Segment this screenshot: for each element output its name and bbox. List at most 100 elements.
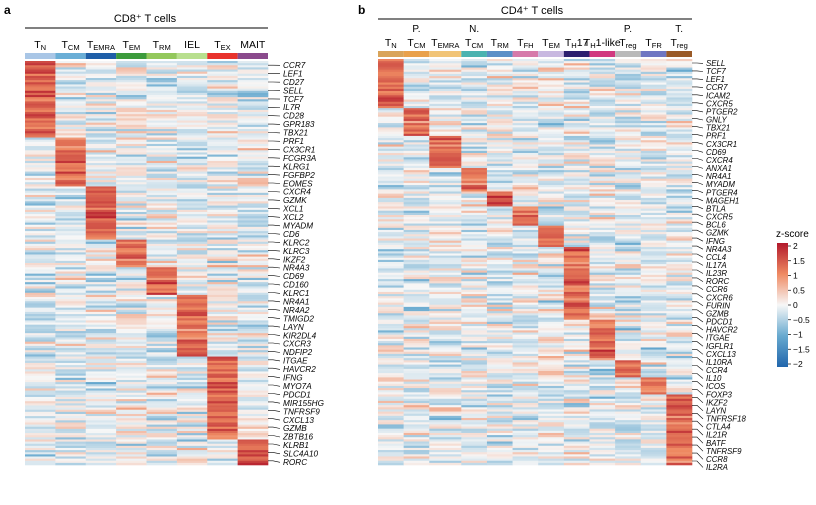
- heatmap-cell: [429, 290, 461, 292]
- heatmap-cell: [55, 357, 86, 359]
- heatmap-cell: [461, 198, 487, 200]
- heatmap-cell: [538, 337, 564, 339]
- heatmap-cell: [666, 373, 692, 375]
- heatmap-cell: [666, 93, 692, 95]
- heatmap-cell: [25, 257, 56, 259]
- heatmap-cell: [116, 333, 147, 335]
- heatmap-cell: [177, 344, 208, 346]
- heatmap-cell: [513, 459, 539, 461]
- heatmap-cell: [207, 369, 238, 371]
- heatmap-cell: [666, 185, 692, 187]
- heatmap-cell: [487, 155, 513, 157]
- heatmap-cell: [461, 241, 487, 243]
- heatmap-cell: [207, 308, 238, 310]
- heatmap-cell: [513, 100, 539, 102]
- heatmap-cell: [615, 444, 641, 446]
- heatmap-cell: [461, 330, 487, 332]
- heatmap-cell: [487, 279, 513, 281]
- heatmap-cell: [55, 165, 86, 167]
- heatmap-cell: [55, 157, 86, 159]
- heatmap-cell: [404, 134, 430, 136]
- heatmap-cell: [147, 208, 178, 210]
- heatmap-cell: [207, 395, 238, 397]
- heatmap-cell: [429, 337, 461, 339]
- heatmap-cell: [564, 330, 590, 332]
- heatmap-cell: [207, 112, 238, 114]
- heatmap-cell: [55, 80, 86, 82]
- heatmap-cell: [404, 347, 430, 349]
- heatmap-cell: [513, 390, 539, 392]
- heatmap-cell: [116, 382, 147, 384]
- heatmap-cell: [86, 342, 117, 344]
- heatmap-cell: [564, 134, 590, 136]
- heatmap-cell: [404, 311, 430, 313]
- heatmap-cell: [238, 148, 269, 150]
- heatmap-cell: [86, 155, 117, 157]
- heatmap-cell: [147, 427, 178, 429]
- heatmap-cell: [177, 148, 208, 150]
- heatmap-cell: [487, 134, 513, 136]
- heatmap-cell: [238, 118, 269, 120]
- colorbar-tick-label: 0: [793, 300, 798, 310]
- heatmap-cell: [461, 424, 487, 426]
- colorbar-tick-label: 1: [793, 271, 798, 281]
- heatmap-cell: [207, 348, 238, 350]
- heatmap-cell: [404, 147, 430, 149]
- gene-leader-line: [268, 385, 280, 386]
- heatmap-cell: [666, 125, 692, 127]
- heatmap-cell: [25, 95, 56, 97]
- heatmap-cell: [666, 433, 692, 435]
- heatmap-cell: [615, 125, 641, 127]
- heatmap-cell: [564, 204, 590, 206]
- colorbar-tick-label: −2: [793, 359, 803, 369]
- heatmap-cell: [615, 266, 641, 268]
- heatmap-cell: [589, 253, 615, 255]
- heatmap-cell: [147, 342, 178, 344]
- heatmap-cell: [55, 408, 86, 410]
- heatmap-cell: [86, 123, 117, 125]
- heatmap-cell: [513, 245, 539, 247]
- gene-leader-line: [268, 360, 280, 361]
- heatmap-cell: [429, 104, 461, 106]
- heatmap-cell: [86, 157, 117, 159]
- heatmap-cell: [116, 199, 147, 201]
- heatmap-cell: [615, 318, 641, 320]
- heatmap-cell: [177, 146, 208, 148]
- heatmap-cell: [641, 172, 667, 174]
- heatmap-cell: [429, 164, 461, 166]
- heatmap-cell: [513, 144, 539, 146]
- heatmap-cell: [461, 234, 487, 236]
- heatmap-cell: [429, 315, 461, 317]
- column-header: TEMRA: [431, 37, 460, 50]
- heatmap-cell: [513, 343, 539, 345]
- heatmap-cell: [207, 405, 238, 407]
- heatmap-cell: [116, 78, 147, 80]
- cluster-color-bar: [86, 53, 116, 59]
- heatmap-cell: [207, 159, 238, 161]
- heatmap-cell: [538, 463, 564, 465]
- heatmap-cell: [116, 104, 147, 106]
- heatmap-cell: [589, 459, 615, 461]
- heatmap-cell: [86, 99, 117, 101]
- heatmap-cell: [615, 247, 641, 249]
- heatmap-cell: [641, 162, 667, 164]
- heatmap-cell: [641, 431, 667, 433]
- heatmap-cell: [207, 104, 238, 106]
- heatmap-cell: [55, 101, 86, 103]
- heatmap-cell: [429, 403, 461, 405]
- heatmap-cell: [461, 149, 487, 151]
- heatmap-cell: [589, 260, 615, 262]
- heatmap-cell: [207, 403, 238, 405]
- heatmap-cell: [177, 378, 208, 380]
- heatmap-cell: [404, 187, 430, 189]
- heatmap-cell: [378, 258, 404, 260]
- heatmap-cell: [147, 165, 178, 167]
- heatmap-cell: [238, 161, 269, 163]
- heatmap-cell: [538, 204, 564, 206]
- heatmap-cell: [615, 429, 641, 431]
- gene-leader-line: [268, 309, 280, 310]
- heatmap-cell: [207, 327, 238, 329]
- heatmap-cell: [177, 257, 208, 259]
- heatmap-cell: [147, 76, 178, 78]
- heatmap-cell: [116, 301, 147, 303]
